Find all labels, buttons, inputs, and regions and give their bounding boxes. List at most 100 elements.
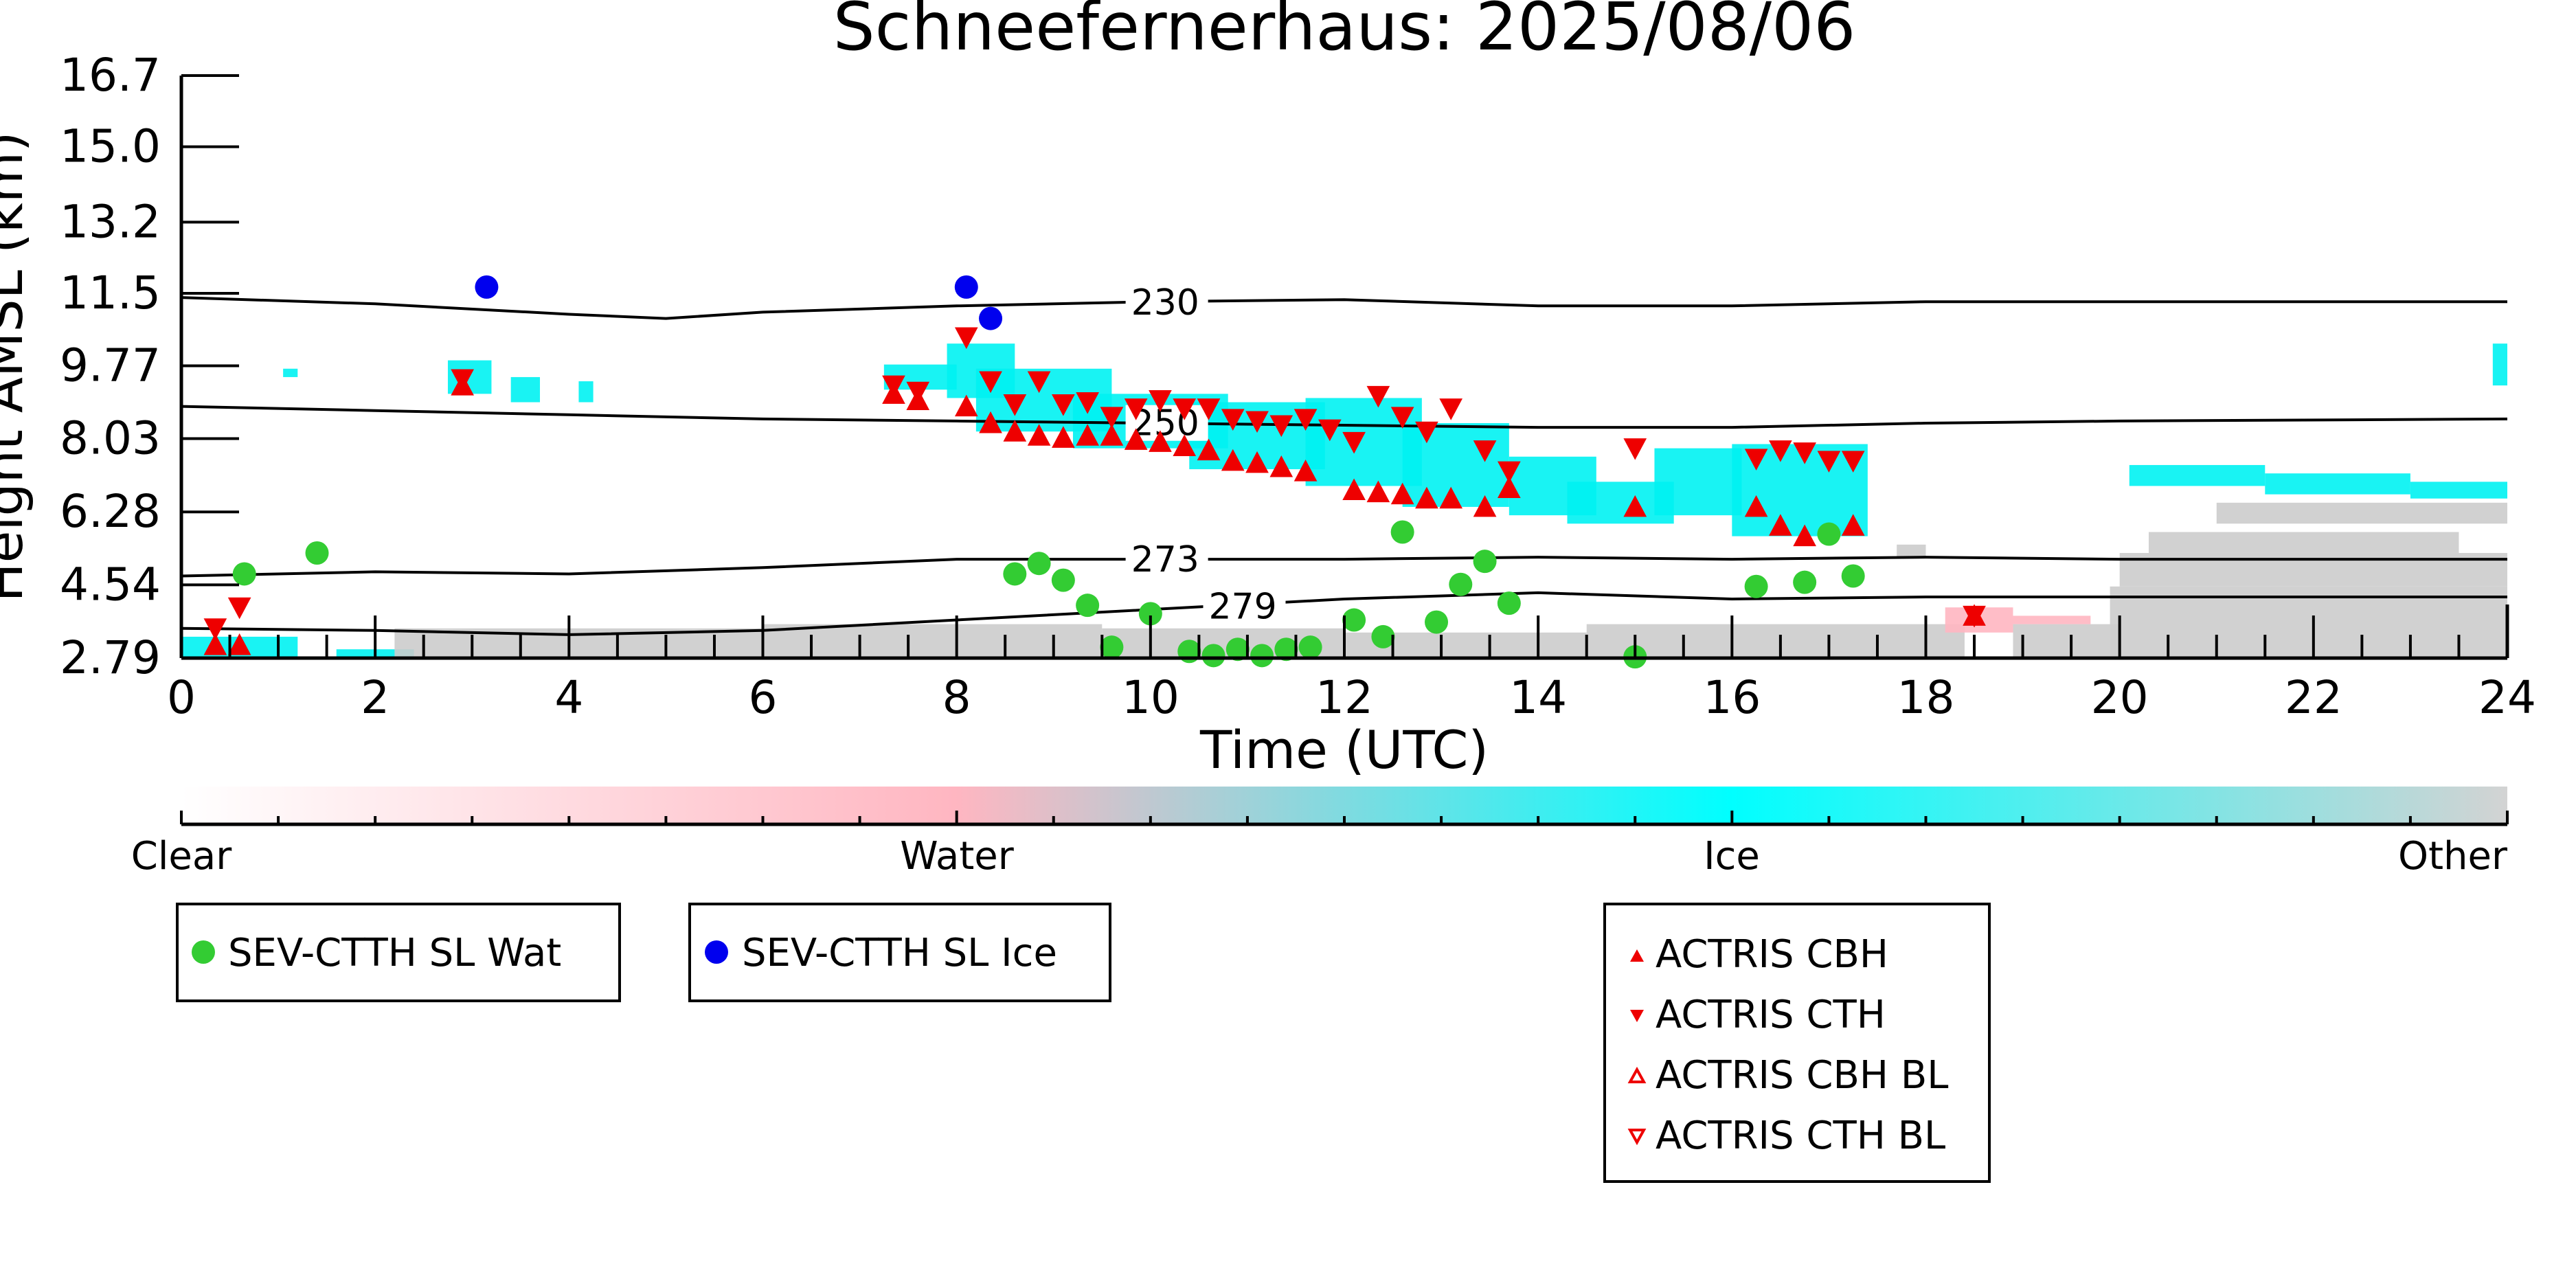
point-actris-cth	[1269, 415, 1293, 438]
contour-label-279: 279	[1208, 587, 1276, 628]
x-ticks: 0 2 4 6 8 10 12 14 16 18 20 22 24	[167, 615, 2536, 724]
y-tick-label: 9.77	[60, 339, 161, 392]
colorbar-label-clear: Clear	[131, 834, 232, 879]
point-actris-cth	[954, 327, 978, 350]
point-actris-cbh	[1293, 460, 1318, 482]
point-actris-cbh	[1076, 424, 1099, 446]
point-actris-cth	[1390, 407, 1414, 429]
point-sev-ctth-sl-wat	[1744, 574, 1768, 598]
point-sev-ctth-sl-wat	[1841, 564, 1865, 588]
y-tick-label: 2.79	[60, 631, 161, 684]
point-sev-ctth-sl-wat	[1342, 608, 1366, 632]
point-sev-ctth-sl-ice	[979, 306, 1003, 330]
colorbar-label-water: Water	[900, 834, 1015, 879]
point-actris-cth	[1498, 461, 1521, 484]
chart-title: Schneefernerhaus: 2025/08/06	[833, 0, 1856, 65]
point-actris-cth	[1841, 451, 1865, 473]
point-sev-ctth-sl-wat	[1003, 562, 1027, 586]
point-actris-cth	[1124, 398, 1148, 420]
point-actris-cbh	[1439, 486, 1463, 509]
x-tick-label: 2	[361, 671, 389, 724]
point-sev-ctth-sl-wat	[232, 562, 256, 586]
cloud-region	[1897, 544, 1926, 558]
cloud-region	[2013, 615, 2091, 624]
point-actris-cth	[1027, 371, 1051, 394]
x-tick-label: 20	[2091, 671, 2149, 724]
colorbar: Clear Water Ice Other	[131, 787, 2509, 879]
point-actris-cth	[1473, 440, 1497, 462]
colorbar-ticks	[180, 811, 2509, 824]
point-actris-cbh	[1473, 495, 1497, 517]
point-sev-ctth-sl-wat	[1027, 552, 1051, 576]
x-tick-label: 0	[167, 671, 196, 724]
point-actris-cth	[1245, 411, 1269, 433]
point-actris-cth	[451, 369, 474, 392]
legend-marker-actris-cbh	[1630, 949, 1644, 962]
point-actris-cth	[882, 375, 905, 398]
legend-marker-sev-water	[192, 940, 215, 964]
contour-250	[181, 405, 2507, 429]
point-actris-cbh	[1027, 424, 1051, 446]
x-tick-label: 4	[554, 671, 583, 724]
x-tick-label: 8	[942, 671, 971, 724]
x-tick-label: 14	[1509, 671, 1567, 724]
point-sev-ctth-sl-wat	[1250, 644, 1274, 668]
point-actris-cth	[1100, 407, 1124, 429]
point-actris-cbh	[979, 411, 1002, 433]
point-sev-ctth-sl-wat	[1274, 637, 1298, 662]
point-actris-cth	[1003, 394, 1027, 416]
cloud-region	[2129, 464, 2266, 486]
cloud-region	[2492, 343, 2507, 386]
cloud-region	[2013, 624, 2120, 658]
cloud-region	[510, 376, 541, 403]
point-actris-cbh	[1003, 420, 1027, 442]
point-actris-cbh	[1744, 495, 1768, 517]
point-actris-cth	[906, 381, 930, 404]
point-actris-cth	[1197, 398, 1221, 420]
contour-label-273: 273	[1131, 539, 1199, 580]
point-actris-cbh	[1415, 486, 1438, 509]
legend-entry-actris-cbh: ACTRIS CBH	[1656, 932, 1888, 977]
legend-marker-actris-cth	[1630, 1010, 1644, 1022]
contour-label-bg	[1125, 284, 1208, 320]
point-actris-cth	[1221, 409, 1245, 431]
legend-box	[176, 903, 621, 1002]
point-actris-cbh	[1100, 424, 1124, 446]
point-actris-cbh	[1149, 430, 1172, 452]
legend-box	[1603, 903, 1991, 1183]
cloud-region	[2265, 473, 2410, 495]
point-actris-cbh	[1197, 438, 1221, 461]
y-tick-label: 13.2	[60, 195, 161, 248]
point-actris-cbh	[1623, 495, 1647, 517]
point-sev-ctth-sl-wat	[1225, 637, 1250, 662]
point-sev-ctth-sl-wat	[1100, 635, 1124, 659]
point-sev-ctth-sl-wat	[1076, 594, 1100, 618]
point-actris-cbh	[1342, 478, 1366, 501]
point-actris-cbh	[1052, 426, 1075, 448]
x-tick-label: 10	[1122, 671, 1179, 724]
contour-label-bg	[1125, 541, 1208, 578]
point-actris-cth	[1623, 438, 1647, 460]
point-sev-ctth-sl-wat	[1817, 522, 1841, 546]
point-actris-cbh	[203, 633, 227, 655]
point-sev-ctth-sl-wat	[1425, 610, 1449, 634]
contour-273	[181, 556, 2507, 578]
x-tick-label: 6	[749, 671, 778, 724]
x-tick-label: 16	[1703, 671, 1761, 724]
point-sev-ctth-sl-wat	[1449, 572, 1473, 596]
point-actris-cbh	[1498, 476, 1521, 498]
x-tick-label: 24	[2478, 671, 2536, 724]
point-sev-ctth-sl-ice	[954, 275, 978, 299]
point-sev-ctth-sl-wat	[1298, 635, 1322, 659]
colorbar-label-other: Other	[2398, 834, 2508, 879]
point-actris-cth	[1744, 449, 1768, 471]
cloud-region	[578, 381, 594, 403]
legend-entry-actris-cth-bl: ACTRIS CTH BL	[1656, 1114, 1945, 1158]
cloud-region	[283, 368, 298, 377]
point-actris-cbh	[1366, 480, 1390, 503]
cloud-region	[1402, 422, 1509, 507]
point-sev-ctth-sl-wat	[1371, 624, 1395, 648]
legend-sev-ice: SEV-CTTH SL Ice	[688, 903, 1111, 1002]
point-actris-cth	[1076, 392, 1099, 414]
